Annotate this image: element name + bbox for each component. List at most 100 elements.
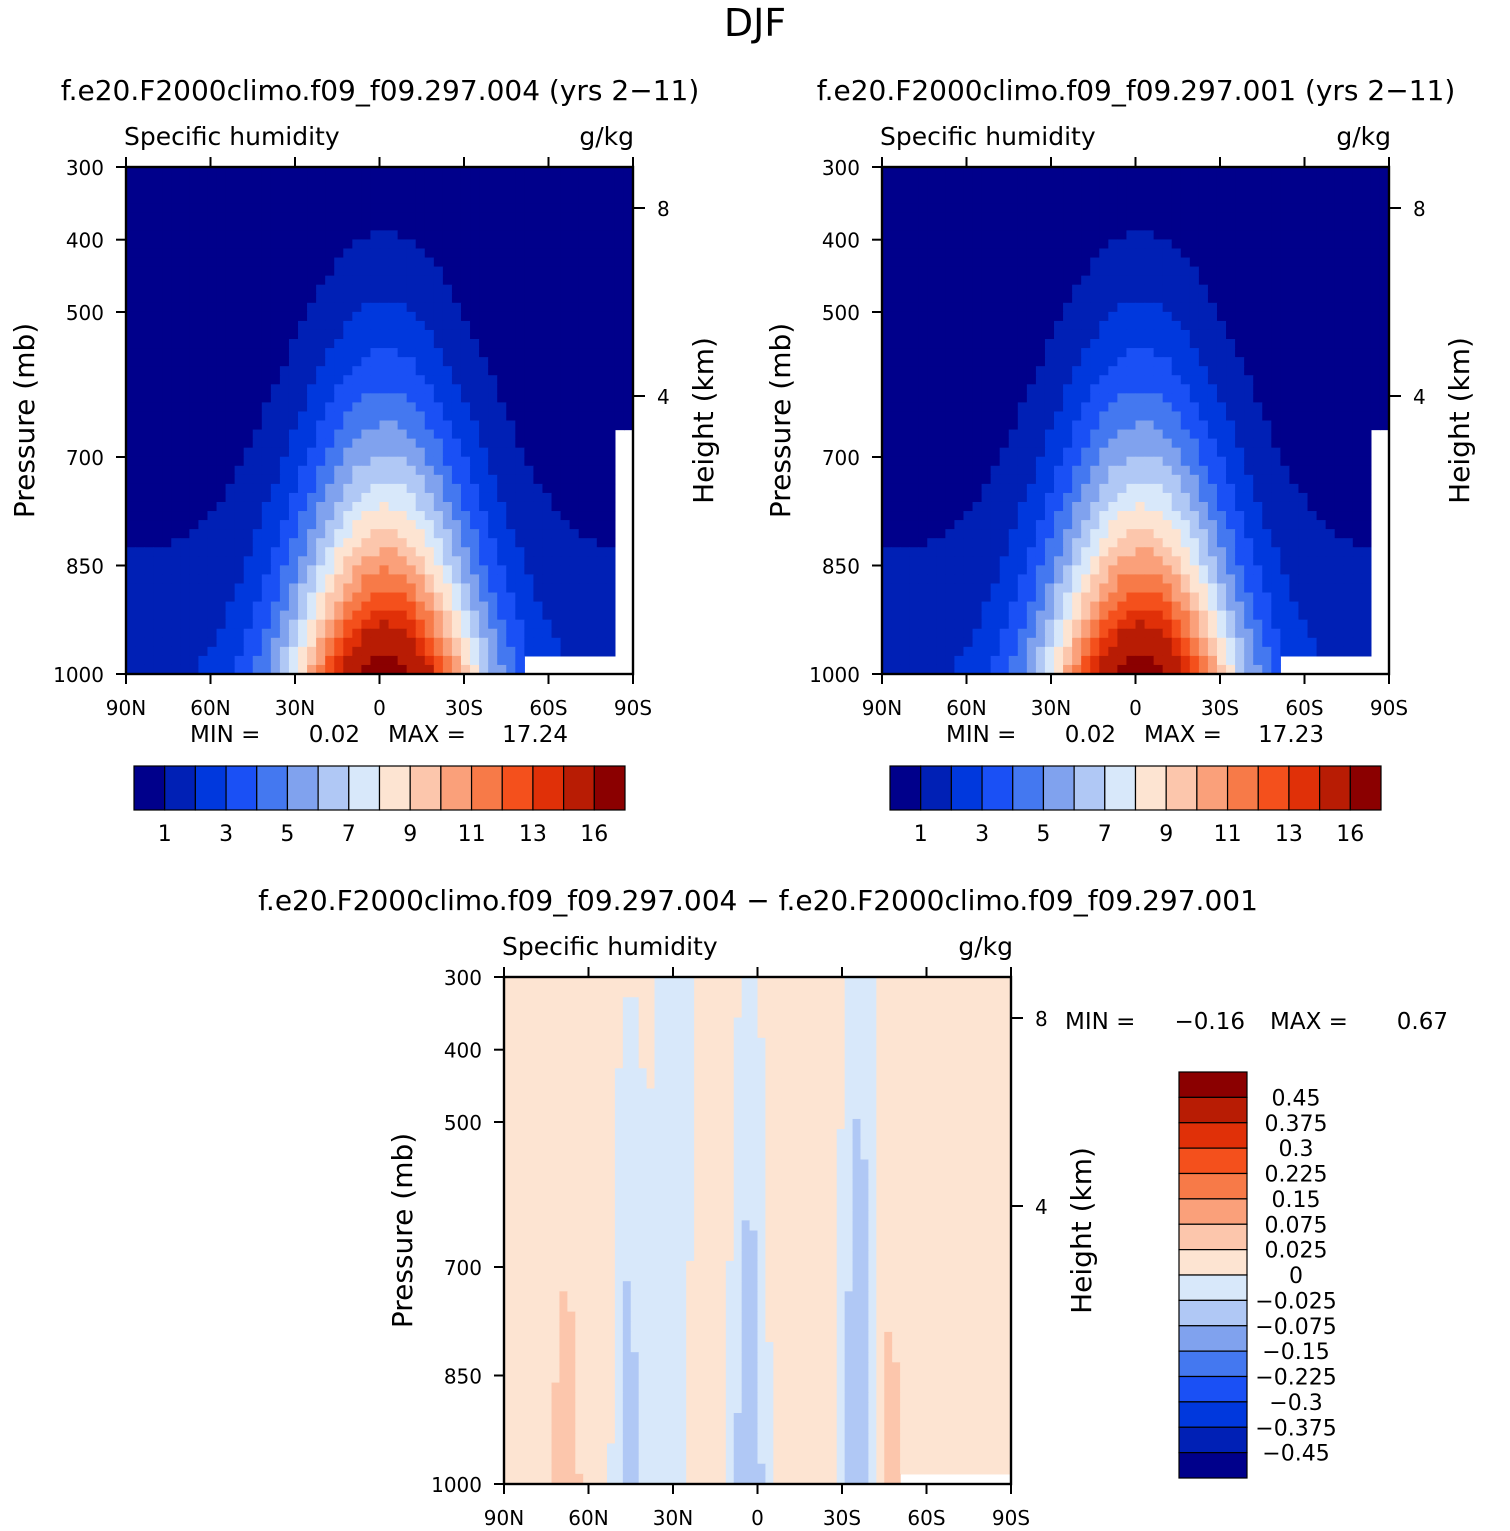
left-cell bbox=[479, 357, 489, 367]
right-cell bbox=[936, 221, 946, 231]
right-cell bbox=[1307, 185, 1318, 195]
left-cell bbox=[370, 230, 381, 241]
left-cell bbox=[225, 447, 236, 458]
left-cell bbox=[596, 538, 607, 548]
right-cell bbox=[1198, 176, 1209, 186]
right-cell bbox=[1216, 393, 1227, 403]
left-cell bbox=[252, 194, 263, 204]
left-colorbar-swatch bbox=[286, 765, 319, 811]
left-cell bbox=[488, 212, 498, 222]
left-cell bbox=[388, 402, 399, 413]
left-cell bbox=[578, 583, 589, 594]
right-cell bbox=[1054, 339, 1064, 349]
left-cell bbox=[225, 185, 236, 195]
right-cell bbox=[954, 239, 965, 250]
right-cell bbox=[918, 447, 928, 458]
left-cell bbox=[252, 655, 263, 666]
right-cell bbox=[1226, 194, 1236, 204]
left-cell bbox=[542, 167, 553, 177]
right-cell bbox=[1307, 411, 1318, 422]
left-cell bbox=[587, 284, 598, 295]
right-cell bbox=[963, 275, 974, 286]
left-cell bbox=[623, 311, 634, 322]
right-cell bbox=[918, 348, 928, 358]
left-cell bbox=[234, 339, 245, 349]
left-cell bbox=[298, 357, 308, 367]
left-cell bbox=[524, 194, 535, 204]
right-cell bbox=[1307, 393, 1318, 403]
left-cell bbox=[162, 520, 172, 530]
left-cell bbox=[442, 655, 453, 666]
left-cell bbox=[135, 275, 145, 286]
left-cell bbox=[198, 628, 209, 639]
right-cell bbox=[1352, 393, 1363, 403]
left-cell bbox=[135, 574, 145, 585]
left-cell bbox=[569, 492, 580, 503]
left-cell bbox=[370, 194, 381, 204]
left-cell bbox=[451, 203, 462, 213]
left-cell bbox=[542, 547, 553, 557]
left-cell bbox=[307, 492, 317, 503]
left-cell bbox=[325, 311, 335, 322]
left-cell bbox=[605, 185, 616, 195]
right-cell bbox=[936, 329, 946, 340]
left-cell bbox=[596, 637, 607, 648]
left-cell bbox=[551, 239, 562, 250]
right-cell bbox=[1307, 275, 1318, 286]
right-cell bbox=[1090, 257, 1100, 268]
right-cell bbox=[1126, 221, 1137, 231]
right-cell bbox=[1017, 203, 1028, 213]
left-cell bbox=[207, 637, 218, 648]
left-cell bbox=[234, 275, 245, 286]
left-cell bbox=[542, 438, 553, 449]
right-cell bbox=[882, 402, 892, 413]
left-cell bbox=[506, 194, 516, 204]
left-cell bbox=[524, 474, 535, 485]
right-cell bbox=[1072, 339, 1082, 349]
left-cell bbox=[370, 275, 381, 286]
left-cell bbox=[171, 592, 181, 603]
left-cell bbox=[623, 375, 634, 385]
left-cell bbox=[578, 311, 589, 322]
left-colorbar-swatch bbox=[317, 765, 350, 811]
left-cell bbox=[180, 221, 190, 231]
right-cell bbox=[954, 366, 965, 376]
left-cell bbox=[361, 248, 372, 259]
right-cell bbox=[1189, 212, 1200, 222]
left-cell bbox=[243, 574, 254, 585]
left-cell bbox=[515, 167, 525, 177]
left-cell bbox=[406, 456, 417, 467]
right-cell bbox=[1289, 284, 1300, 295]
left-cell bbox=[261, 483, 272, 494]
right-cell bbox=[1216, 266, 1227, 277]
right-cell bbox=[1108, 357, 1118, 367]
left-cell bbox=[497, 529, 507, 539]
left-cell bbox=[153, 284, 163, 295]
right-cell bbox=[1307, 266, 1318, 277]
right-cell bbox=[1379, 411, 1390, 422]
right-cell bbox=[1090, 185, 1100, 195]
left-cell bbox=[153, 221, 163, 231]
left-cell bbox=[460, 547, 471, 557]
right-cell bbox=[1026, 266, 1037, 277]
left-cell bbox=[189, 565, 200, 576]
left-cell bbox=[126, 646, 136, 657]
left-cell bbox=[361, 637, 372, 648]
left-cell bbox=[135, 212, 145, 222]
right-cell bbox=[1026, 185, 1037, 195]
right-cell bbox=[999, 411, 1010, 422]
left-cell bbox=[424, 194, 435, 204]
left-cell bbox=[587, 483, 598, 494]
right-cell bbox=[1054, 185, 1064, 195]
right-cell bbox=[1325, 393, 1336, 403]
left-cell bbox=[343, 239, 353, 250]
left-cell bbox=[144, 411, 154, 422]
right-cell bbox=[1316, 257, 1327, 268]
left-cell bbox=[325, 646, 335, 657]
right-cell bbox=[936, 275, 946, 286]
right-cell bbox=[1026, 411, 1037, 422]
left-cell bbox=[343, 529, 353, 539]
left-cell bbox=[578, 646, 589, 657]
left-cell bbox=[198, 221, 209, 231]
left-cell bbox=[307, 212, 317, 222]
